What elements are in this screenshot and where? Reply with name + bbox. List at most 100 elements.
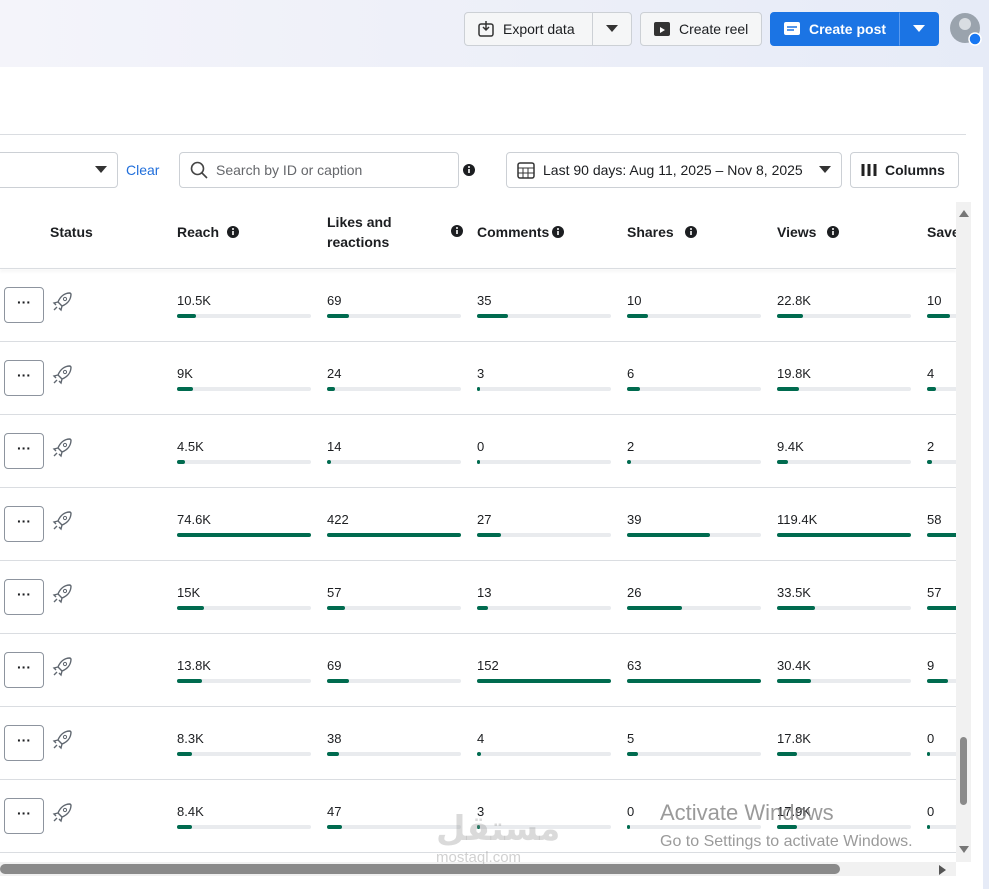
metric-value: 22.8K: [777, 293, 811, 308]
horizontal-scrollbar[interactable]: [0, 862, 956, 876]
metric-value: 69: [327, 658, 342, 673]
metric-value: 9.4K: [777, 439, 804, 454]
clear-link[interactable]: Clear: [126, 162, 160, 178]
row-divider: [0, 779, 956, 780]
avatar[interactable]: [949, 12, 983, 46]
metric-bar: [927, 606, 956, 610]
metric-bar: [177, 314, 196, 318]
metric-bar: [627, 825, 630, 829]
boost-icon[interactable]: [51, 583, 73, 605]
metric-value: 3: [477, 366, 485, 381]
more-button[interactable]: ···: [4, 360, 44, 396]
create-post-dropdown[interactable]: [899, 12, 939, 46]
export-button[interactable]: Export data: [464, 12, 594, 46]
metric-value: 58: [927, 512, 942, 527]
metric-value: 19.8K: [777, 366, 811, 381]
metric-bar: [777, 825, 798, 829]
info-icon[interactable]: [551, 225, 565, 239]
boost-icon[interactable]: [51, 802, 73, 824]
column-header: Views: [777, 224, 817, 240]
row-divider: [0, 633, 956, 634]
scroll-up[interactable]: [958, 208, 970, 218]
metric-value: 0: [927, 731, 935, 746]
more-button[interactable]: ···: [4, 506, 44, 542]
metric-value: 35: [477, 293, 492, 308]
metric-bar: [927, 825, 930, 829]
metric-value: 33.5K: [777, 585, 811, 600]
posts-table: Status Reach Likes and reactions Comments Sh…: [0, 196, 956, 866]
search-icon: [190, 161, 208, 179]
metric-value: 39: [627, 512, 642, 527]
metric-bar: [177, 533, 311, 537]
h-scroll-thumb[interactable]: [0, 864, 840, 874]
export-label: Export data: [503, 21, 575, 37]
metric-track: [477, 679, 611, 683]
metric-track: [327, 387, 461, 391]
metric-value: 69: [327, 293, 342, 308]
boost-icon[interactable]: [51, 291, 73, 313]
metric-value: 24: [327, 366, 342, 381]
metric-value: 0: [627, 804, 635, 819]
metric-track: [177, 679, 311, 683]
metric-track: [477, 314, 611, 318]
create-reel-button[interactable]: Create reel: [640, 12, 762, 46]
metric-bar: [777, 314, 803, 318]
metric-bar: [777, 752, 797, 756]
boost-icon[interactable]: [51, 364, 73, 386]
metric-track: [477, 606, 611, 610]
column-header: Likes and reactions: [327, 214, 392, 250]
more-button[interactable]: ···: [4, 798, 44, 834]
metric-value: 0: [927, 804, 935, 819]
caret: [913, 25, 925, 32]
metric-value: 10: [927, 293, 942, 308]
metric-track: [927, 679, 956, 683]
info-icon[interactable]: [684, 225, 698, 239]
metric-track: [627, 460, 761, 464]
export-dropdown[interactable]: [592, 12, 632, 46]
column-header: Reach: [177, 224, 220, 240]
more-button[interactable]: ···: [4, 579, 44, 615]
more-button[interactable]: ···: [4, 725, 44, 761]
info-icon[interactable]: [450, 224, 464, 238]
metric-value: 13: [477, 585, 492, 600]
metric-track: [927, 533, 956, 537]
metric-track: [927, 387, 956, 391]
metric-bar: [627, 387, 640, 391]
info-icon[interactable]: [462, 163, 476, 177]
create-post-label: Create post: [809, 21, 887, 37]
metric-track: [327, 460, 461, 464]
date-range-picker[interactable]: Last 90 days: Aug 11, 2025 – Nov 8, 2025: [506, 152, 842, 188]
metric-bar: [627, 679, 761, 683]
boost-icon[interactable]: [51, 729, 73, 751]
metric-track: [327, 314, 461, 318]
vertical-scrollbar[interactable]: [956, 202, 971, 862]
metric-value: 5: [627, 731, 635, 746]
search-placeholder: Search by ID or caption: [216, 162, 363, 178]
boost-icon[interactable]: [51, 656, 73, 678]
metric-bar: [177, 460, 186, 464]
create-post-button[interactable]: Create post: [770, 12, 900, 46]
metric-track: [627, 606, 761, 610]
search-box[interactable]: Search by ID or caption: [179, 152, 459, 188]
metric-bar: [477, 533, 501, 537]
more-button[interactable]: ···: [4, 433, 44, 469]
scroll-down[interactable]: [958, 845, 970, 855]
columns-button[interactable]: Columns: [850, 152, 959, 188]
info-icon[interactable]: [826, 225, 840, 239]
metric-track: [477, 387, 611, 391]
info-icon[interactable]: [226, 225, 240, 239]
metric-bar: [327, 460, 332, 464]
boost-icon[interactable]: [51, 437, 73, 459]
more-button[interactable]: ···: [4, 652, 44, 688]
metric-bar: [477, 825, 480, 829]
metric-track: [477, 825, 611, 829]
metric-track: [627, 825, 761, 829]
boost-icon[interactable]: [51, 510, 73, 532]
metric-bar: [327, 533, 461, 537]
scroll-thumb[interactable]: [960, 737, 967, 805]
metric-track: [177, 825, 311, 829]
scroll-right[interactable]: [938, 864, 948, 876]
filter-dropdown[interactable]: [0, 152, 118, 188]
metric-track: [777, 679, 911, 683]
more-button[interactable]: ···: [4, 287, 44, 323]
